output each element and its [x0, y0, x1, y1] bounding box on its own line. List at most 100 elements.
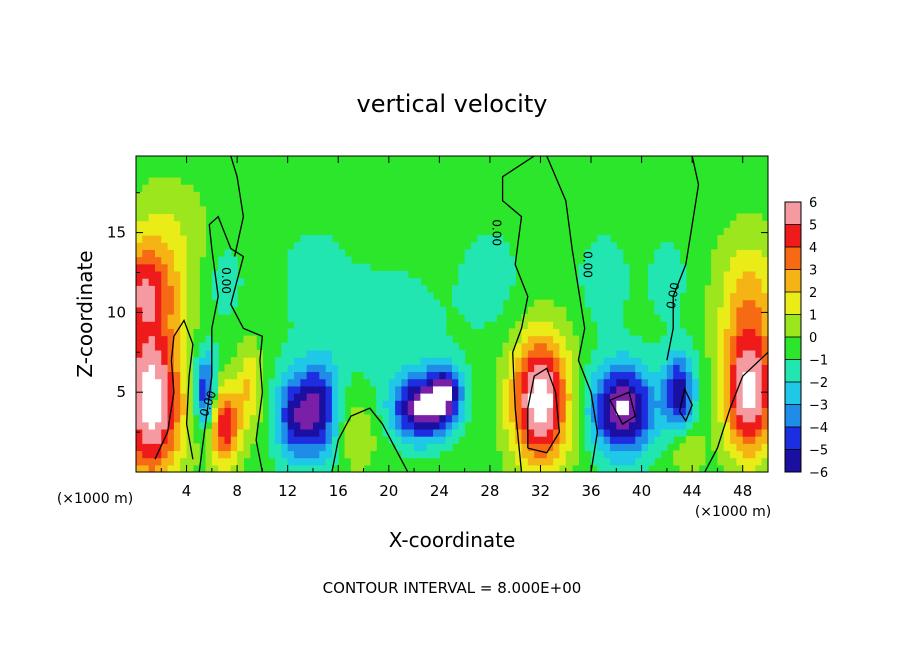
field-cell	[679, 414, 687, 423]
field-cell	[294, 321, 301, 329]
field-cell	[622, 457, 630, 466]
field-cell	[540, 328, 548, 337]
field-cell	[616, 464, 624, 473]
field-cell	[161, 335, 169, 344]
field-cell	[591, 428, 598, 437]
field-cell	[136, 364, 143, 373]
field-cell	[749, 428, 756, 437]
field-cell	[761, 393, 769, 401]
field-cell	[312, 328, 320, 337]
field-cell	[167, 342, 175, 351]
field-cell	[508, 342, 516, 351]
field-cell	[319, 371, 327, 380]
field-cell	[167, 177, 175, 186]
field-cell	[395, 270, 403, 279]
field-cell	[275, 436, 282, 444]
field-cell	[325, 270, 333, 279]
field-cell	[603, 335, 611, 344]
field-cell	[692, 450, 700, 459]
field-cell	[173, 349, 181, 358]
field-cell	[275, 371, 282, 380]
field-cell	[401, 314, 409, 322]
field-cell	[350, 436, 358, 444]
field-cell	[717, 263, 725, 272]
field-cell	[527, 421, 535, 430]
field-cell	[508, 256, 516, 265]
field-cell	[180, 263, 188, 272]
field-cell	[711, 335, 719, 344]
field-cell	[344, 256, 352, 265]
field-cell	[312, 342, 320, 351]
field-cell	[546, 450, 554, 459]
field-cell	[192, 191, 200, 200]
field-cell	[597, 278, 605, 286]
field-cell	[591, 263, 598, 272]
field-cell	[300, 371, 308, 380]
field-cell	[679, 371, 687, 380]
field-cell	[761, 364, 769, 373]
field-cell	[673, 421, 681, 430]
field-cell	[692, 378, 700, 387]
field-cell	[540, 407, 548, 416]
field-cell	[407, 314, 415, 322]
field-cell	[628, 450, 636, 459]
field-cell	[433, 314, 440, 322]
field-cell	[243, 443, 251, 452]
field-cell	[211, 378, 219, 387]
field-cell	[401, 278, 409, 286]
field-cell	[723, 371, 731, 380]
field-cell	[287, 436, 295, 444]
field-cell	[312, 421, 320, 430]
field-cell	[502, 450, 510, 459]
field-cell	[717, 400, 725, 408]
field-cell	[325, 335, 333, 344]
colorbar-label: 3	[809, 264, 817, 279]
field-cell	[458, 299, 466, 308]
field-cell	[749, 328, 756, 337]
field-cell	[452, 414, 459, 423]
field-cell	[154, 428, 162, 437]
field-cell	[331, 342, 339, 351]
field-cell	[275, 414, 282, 423]
field-cell	[761, 278, 769, 286]
field-cell	[711, 321, 719, 329]
field-cell	[426, 342, 434, 351]
field-cell	[300, 299, 308, 308]
field-cell	[635, 357, 643, 365]
field-cell	[420, 299, 428, 308]
field-cell	[199, 400, 207, 408]
field-cell	[224, 285, 232, 294]
field-cell	[192, 213, 200, 222]
field-cell	[673, 263, 681, 272]
field-cell	[338, 414, 346, 423]
field-cell	[679, 342, 687, 351]
field-cell	[186, 400, 194, 408]
field-cell	[192, 378, 200, 387]
field-cell	[136, 213, 143, 222]
field-cell	[610, 349, 617, 358]
field-cell	[433, 328, 440, 337]
field-cell	[363, 428, 371, 437]
field-cell	[173, 371, 181, 380]
field-cell	[414, 292, 421, 301]
field-cell	[439, 357, 447, 365]
field-cell	[635, 371, 643, 380]
field-cell	[660, 393, 668, 401]
field-cell	[287, 314, 295, 322]
field-cell	[407, 292, 415, 301]
field-cell	[496, 270, 504, 279]
field-cell	[199, 421, 207, 430]
field-cell	[761, 464, 769, 473]
field-cell	[325, 414, 333, 423]
field-cell	[287, 378, 295, 387]
field-cell	[603, 263, 611, 272]
field-cell	[540, 371, 548, 380]
field-cell	[597, 371, 605, 380]
field-cell	[420, 314, 428, 322]
field-cell	[616, 328, 624, 337]
field-cell	[306, 457, 314, 466]
plot-frame	[135, 155, 769, 473]
field-cell	[319, 285, 327, 294]
field-cell	[249, 436, 257, 444]
field-cell	[717, 235, 725, 243]
